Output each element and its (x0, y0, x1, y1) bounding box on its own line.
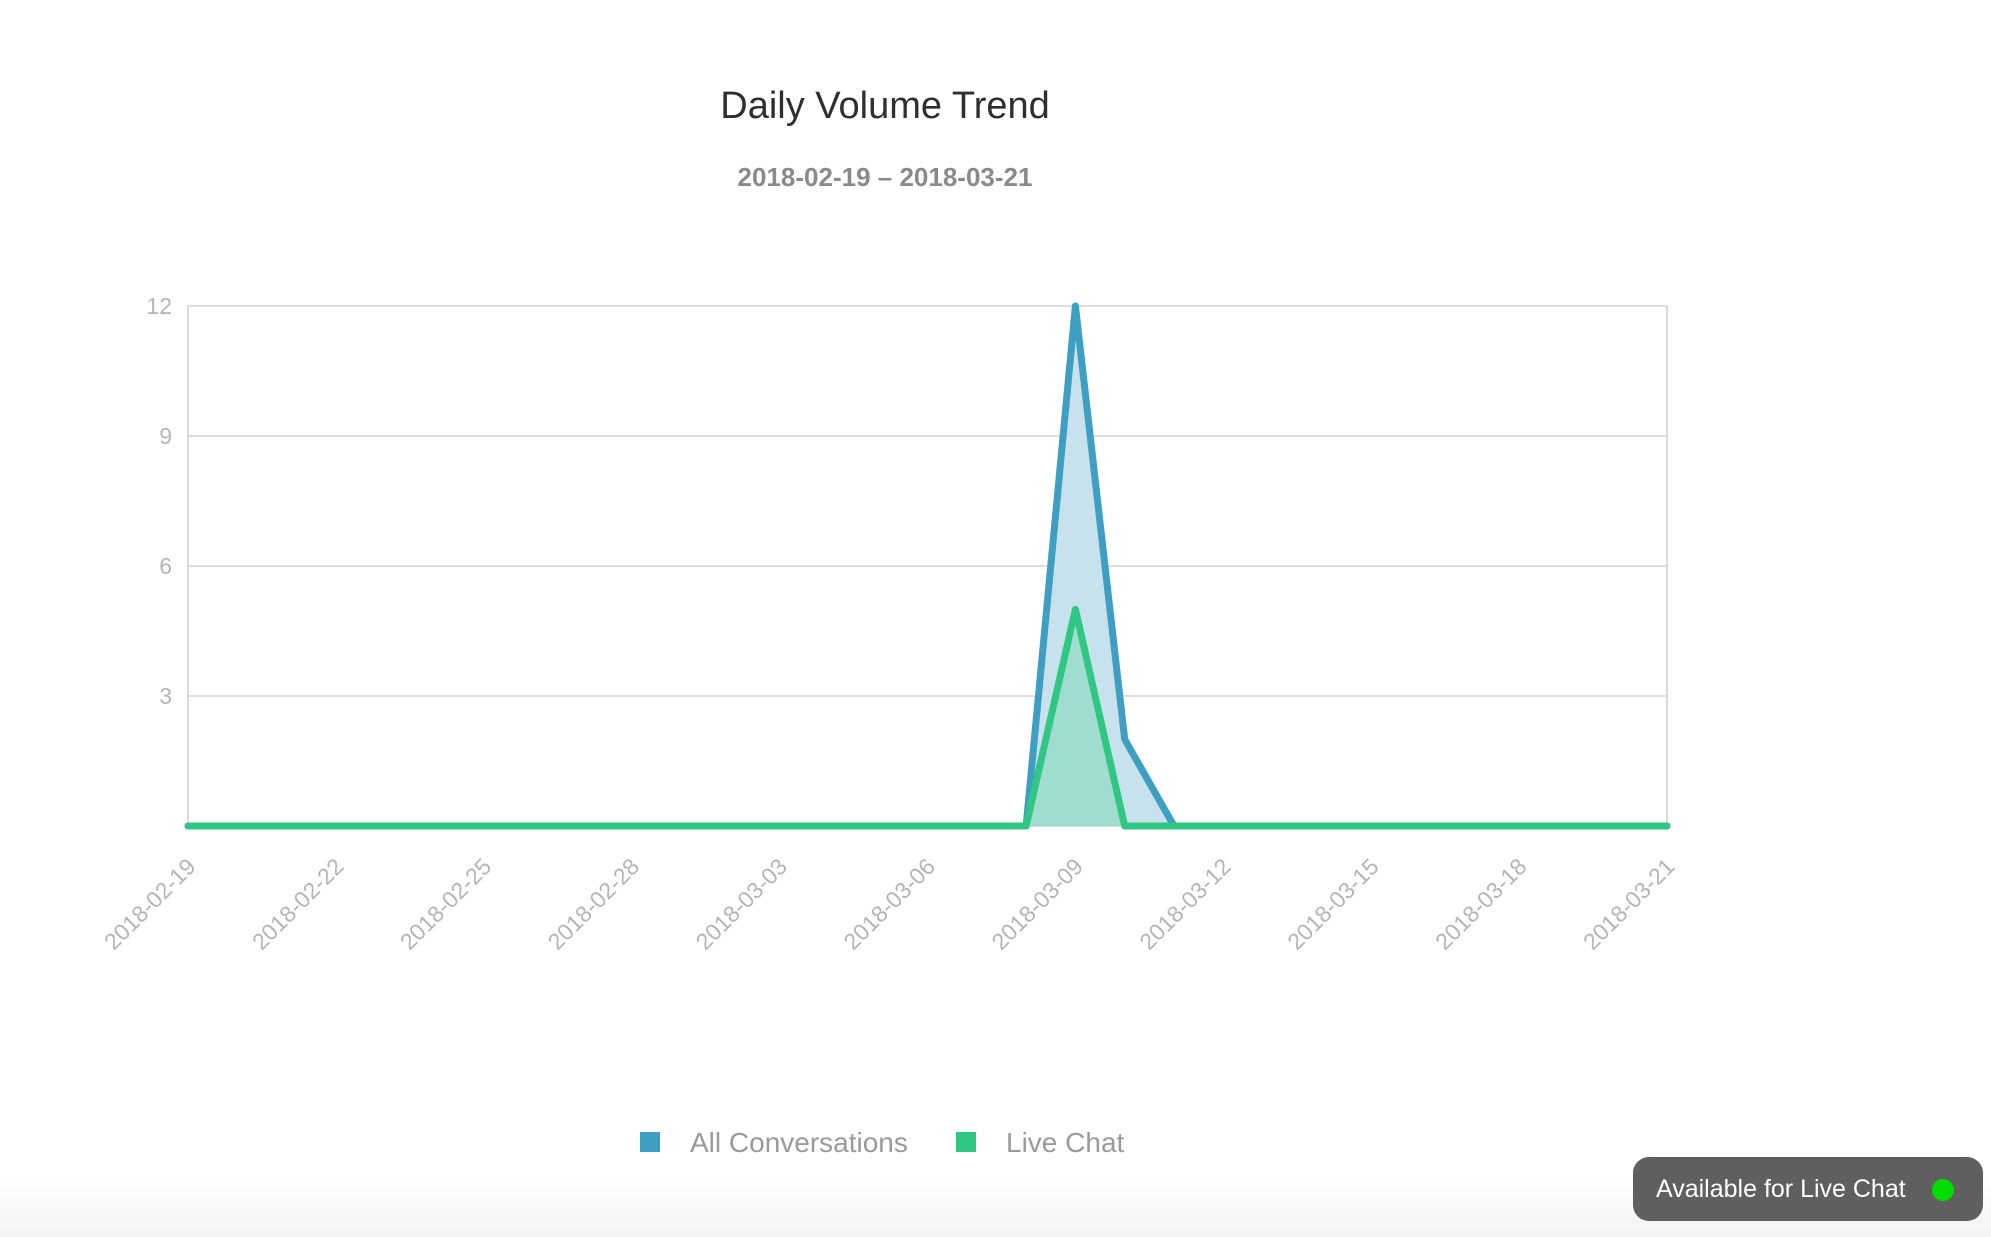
x-tick-label: 2018-02-25 (395, 853, 497, 955)
x-tick-label: 2018-03-12 (1134, 853, 1236, 955)
x-axis: 2018-02-19 2018-02-22 2018-02-25 2018-02-28… (99, 853, 1680, 955)
series-area (188, 609, 1667, 826)
x-tick-label: 2018-02-28 (543, 853, 645, 955)
x-tick-label: 2018-03-06 (838, 853, 940, 955)
legend-item: All Conversations (640, 1127, 908, 1158)
legend-item: Live Chat (956, 1127, 1125, 1158)
y-tick-label: 12 (146, 293, 172, 319)
y-tick-label: 3 (159, 683, 172, 709)
x-tick-label: 2018-03-09 (986, 853, 1088, 955)
live-chat-status-label: Available for Live Chat (1656, 1174, 1906, 1203)
x-tick-label: 2018-02-19 (99, 853, 201, 955)
legend-swatch-icon (640, 1132, 660, 1152)
x-tick-label: 2018-03-15 (1282, 853, 1384, 955)
y-tick-label: 9 (159, 423, 172, 449)
series-lines (184, 302, 1671, 830)
legend-label: Live Chat (1006, 1127, 1125, 1158)
y-tick-label: 6 (159, 553, 172, 579)
x-tick-label: 2018-03-03 (691, 853, 793, 955)
chart-subtitle: 2018-02-19 – 2018-03-21 (738, 162, 1033, 192)
online-status-dot-icon (1932, 1179, 1954, 1201)
legend-swatch-icon (956, 1132, 976, 1152)
y-axis: 3 6 9 12 (146, 293, 172, 709)
x-tick-label: 2018-03-18 (1430, 853, 1532, 955)
series-line (184, 605, 1671, 830)
x-tick-label: 2018-03-21 (1578, 853, 1680, 955)
chart-title: Daily Volume Trend (720, 85, 1050, 127)
x-tick-label: 2018-02-22 (247, 853, 349, 955)
legend-label: All Conversations (690, 1127, 908, 1158)
legend: All Conversations Live Chat (640, 1127, 1125, 1158)
live-chat-status-button[interactable]: Available for Live Chat (1633, 1157, 1983, 1221)
grid-lines (187, 305, 1668, 827)
